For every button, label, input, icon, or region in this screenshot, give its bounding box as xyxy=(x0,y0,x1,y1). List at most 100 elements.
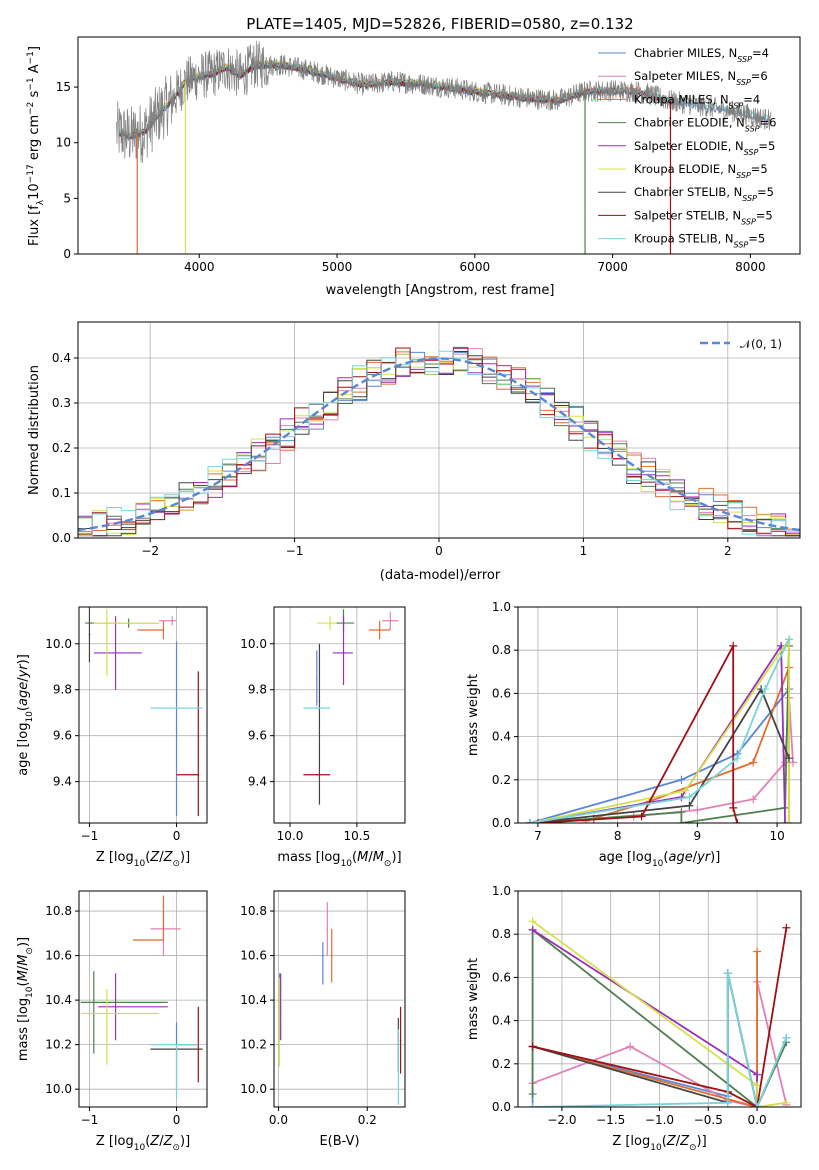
legend-tail: =5 xyxy=(757,185,774,199)
legend-text: Kroupa STELIB, N xyxy=(634,232,734,246)
x-tick-label: 10.0 xyxy=(277,829,304,843)
y-tick-label: 0.3 xyxy=(52,396,71,410)
weight-marker xyxy=(785,819,794,823)
x-tick-label: 10.5 xyxy=(344,829,371,843)
point xyxy=(399,1039,402,1041)
label-part: Z xyxy=(149,850,160,865)
legend-label: 𝒩(0, 1) xyxy=(740,337,782,351)
x-axis-label: wavelength [Angstrom, rest frame] xyxy=(326,283,555,298)
point xyxy=(315,677,318,680)
weight-marker xyxy=(749,795,758,804)
x-tick-label: 0 xyxy=(173,829,181,843)
point xyxy=(114,652,117,654)
point xyxy=(175,1043,178,1046)
y-tick-label: 10.0 xyxy=(45,637,72,651)
y-tick-label: 0.0 xyxy=(52,531,71,545)
plot-area-spectrum xyxy=(116,40,772,254)
x-tick-label: 1 xyxy=(580,544,588,558)
weight-marker xyxy=(528,1103,537,1107)
label-part: / xyxy=(16,677,31,682)
legend-text: Chabrier ELODIE, N xyxy=(634,116,745,130)
y-tick-label: 0.4 xyxy=(52,351,71,365)
axes-spectrum: 4000 5000 6000 7000 8000 0 5 10 15 wavelength [An… xyxy=(26,36,801,298)
point xyxy=(342,652,345,654)
weight-marker xyxy=(525,819,534,823)
y-tick-label: 9.6 xyxy=(248,729,267,743)
weight-line-7 xyxy=(537,645,739,823)
label-part: −2 xyxy=(26,102,36,115)
label-part: ( xyxy=(663,850,668,865)
label-part: / xyxy=(159,850,164,865)
model-line-2 xyxy=(118,59,671,139)
x-tick-label: 7 xyxy=(534,829,542,843)
axes-frame xyxy=(77,36,801,255)
label-part: / xyxy=(676,1134,681,1149)
y-tick-label: 0.1 xyxy=(52,486,71,500)
legend-label: Kroupa ELODIE, NSSP=5 xyxy=(634,162,768,180)
label-part: E(B-V) xyxy=(319,1134,359,1149)
label-part: M xyxy=(16,970,31,981)
label-part: Flux [f xyxy=(27,205,42,246)
label-part: age xyxy=(16,682,31,706)
y-tick-label: 1.0 xyxy=(492,884,511,898)
label-part: Z [log xyxy=(96,1134,134,1149)
x-tick-label: −0.5 xyxy=(694,1113,723,1127)
label-part: Z xyxy=(163,850,174,865)
label-part: ⊙ xyxy=(689,1143,697,1153)
point xyxy=(378,629,381,631)
x-tick-label: 0.0 xyxy=(269,1113,288,1127)
legend-sub: SSP xyxy=(734,240,749,249)
point xyxy=(106,622,108,624)
point xyxy=(330,954,333,957)
weight-marker xyxy=(753,947,762,956)
weight-marker xyxy=(761,685,770,694)
weight-line-6 xyxy=(532,972,758,1107)
label-part: / xyxy=(693,850,698,865)
point xyxy=(326,928,329,930)
y-tick-label: 10.8 xyxy=(240,904,267,918)
x-tick-label: 0 xyxy=(173,1113,181,1127)
legend-label: Chabrier STELIB, NSSP=5 xyxy=(634,185,774,203)
legend-text: Kroupa MILES, N xyxy=(634,92,729,106)
x-tick-label: −2 xyxy=(141,544,159,558)
weight-marker xyxy=(749,758,758,767)
legend-label: Kroupa STELIB, NSSP=5 xyxy=(634,232,765,250)
x-axis-label: Z [log10(Z/Z⊙)] xyxy=(96,1134,190,1153)
plot-area-mass_weight_vs_age xyxy=(525,635,798,823)
label-part: s xyxy=(27,90,42,101)
y-tick-label: 0.8 xyxy=(492,927,511,941)
axes-mass_vs_Z: −1 010.010.210.410.610.8Z [log10(Z/Z⊙)]ma… xyxy=(16,890,208,1153)
weight-marker xyxy=(528,925,537,934)
label-part: 10 xyxy=(25,711,35,723)
weight-marker xyxy=(781,819,790,823)
legend-sub: SSP xyxy=(745,124,760,133)
y-tick-label: 10.2 xyxy=(45,1038,72,1052)
weight-marker xyxy=(781,758,790,767)
axes-frame xyxy=(273,890,406,1108)
normal-curve xyxy=(78,357,800,532)
x-axis-label: E(B-V) xyxy=(319,1134,359,1149)
legend-sub: SSP xyxy=(736,171,751,180)
x-tick-label: 2 xyxy=(724,544,732,558)
point xyxy=(162,629,165,631)
weight-marker xyxy=(677,775,686,784)
x-tick-label: 7000 xyxy=(597,260,628,274)
label-part: ⊙ xyxy=(384,859,392,869)
label-part: −17 xyxy=(26,164,36,183)
x-axis-label: mass [log10(M/M⊙)] xyxy=(277,850,401,869)
label-part: 10 xyxy=(650,1143,662,1153)
label-part: ( xyxy=(16,706,31,711)
y-tick-label: 10.6 xyxy=(240,949,267,963)
label-part: ( xyxy=(352,850,357,865)
weight-line-0 xyxy=(529,688,790,823)
weight-line-5 xyxy=(532,920,787,1107)
weight-marker xyxy=(685,793,694,802)
y-tick-label: 0.0 xyxy=(492,816,511,830)
legend-text: Salpeter STELIB, N xyxy=(634,208,741,222)
y-tick-label: 0.8 xyxy=(492,643,511,657)
y-tick-label: 9.4 xyxy=(248,775,267,789)
y-tick-label: 10 xyxy=(56,136,71,150)
legend-text: Salpeter ELODIE, N xyxy=(634,139,744,153)
